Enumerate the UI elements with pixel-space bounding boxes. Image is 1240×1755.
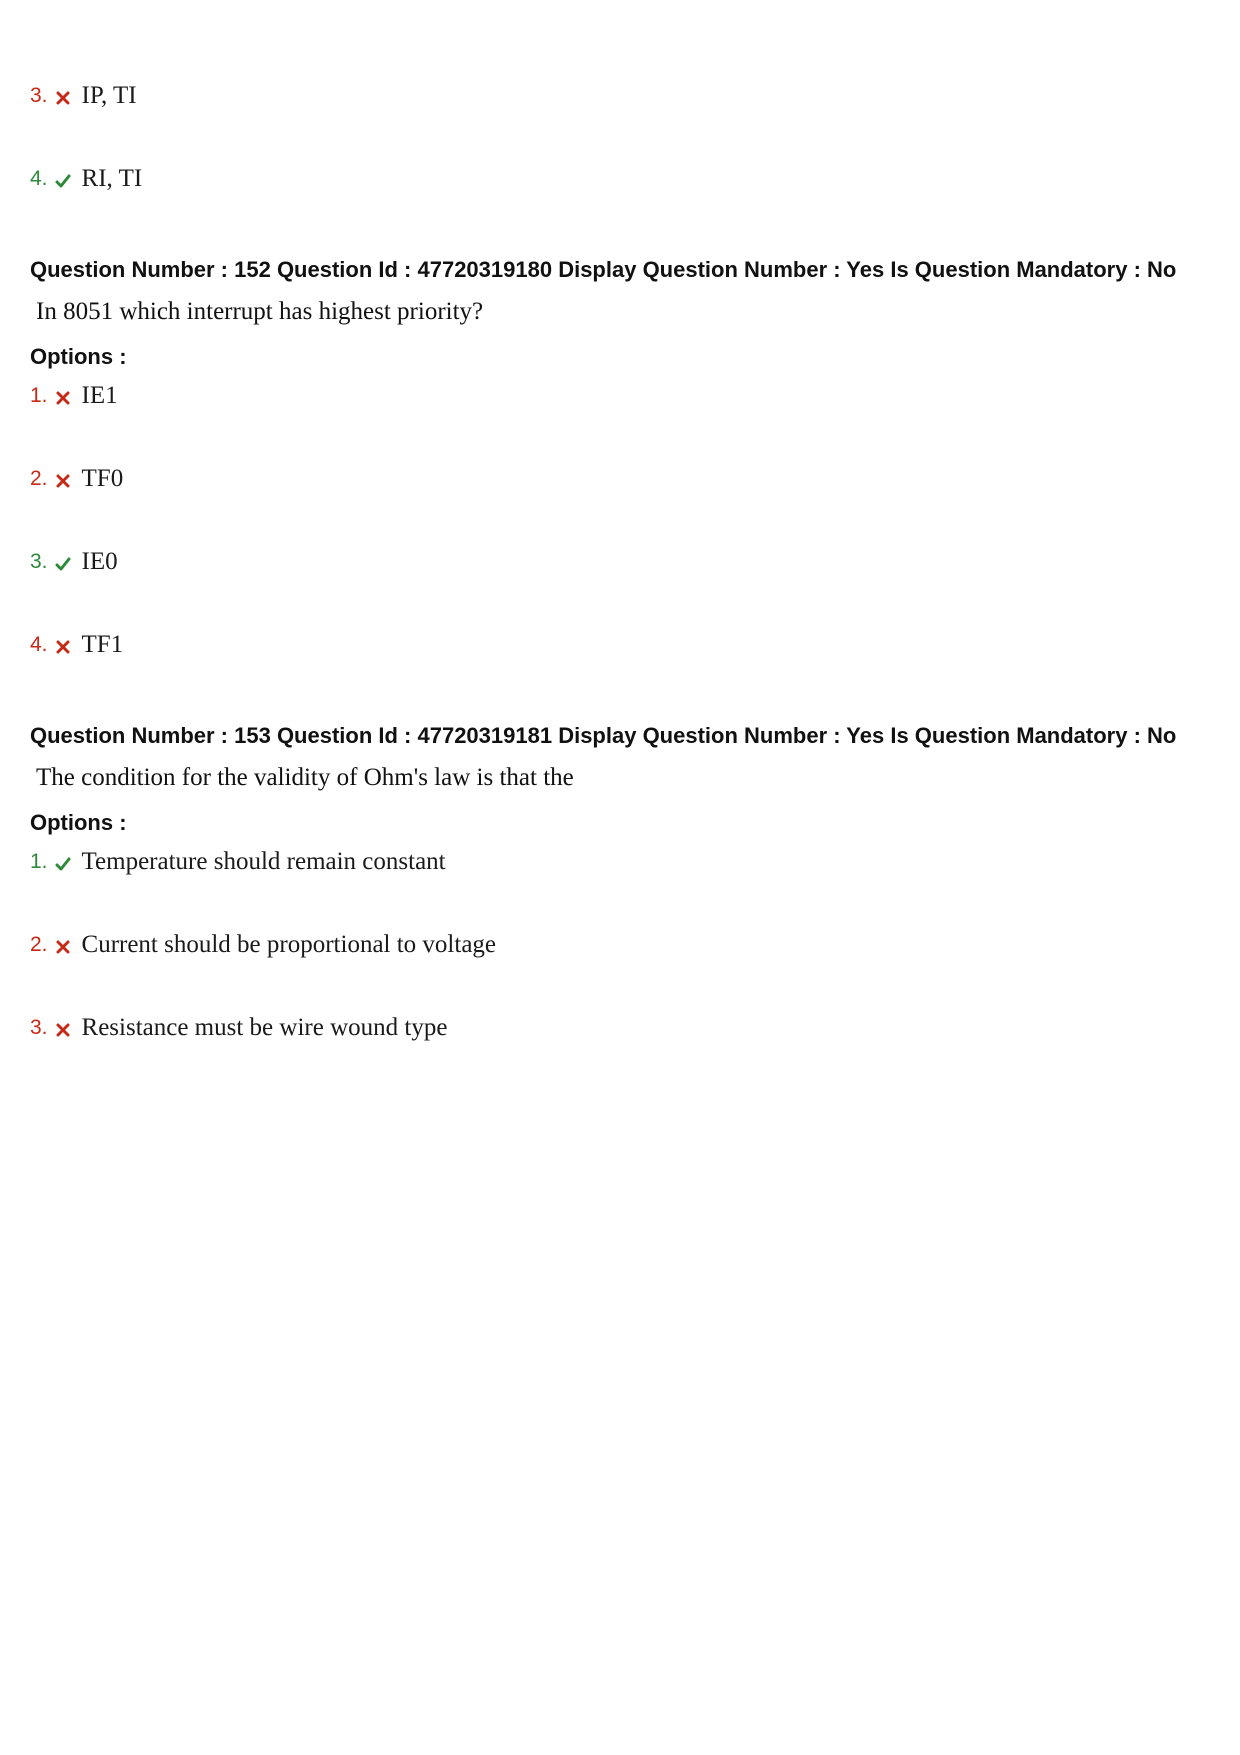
option-row: 2. TF0 [30, 465, 1210, 493]
option-text: TF1 [82, 631, 124, 659]
option-text: IE1 [82, 382, 118, 410]
option-row: 1. Temperature should remain constant [30, 848, 1210, 876]
option-text: Temperature should remain constant [82, 848, 446, 876]
option-number: 3. [30, 84, 48, 110]
option-number: 4. [30, 167, 48, 193]
cross-icon [54, 89, 72, 110]
check-icon [54, 555, 72, 576]
option-number: 3. [30, 1016, 48, 1042]
option-row: 4. TF1 [30, 631, 1210, 659]
options-label: Options : [30, 810, 1210, 836]
option-row: 2. Current should be proportional to vol… [30, 931, 1210, 959]
cross-icon [54, 1021, 72, 1042]
option-row: 3. IE0 [30, 548, 1210, 576]
option-text: Current should be proportional to voltag… [82, 931, 497, 959]
option-text: IE0 [82, 548, 118, 576]
option-number: 4. [30, 633, 48, 659]
check-icon [54, 172, 72, 193]
option-number: 1. [30, 850, 48, 876]
option-text: TF0 [82, 465, 124, 493]
option-text: RI, TI [82, 165, 143, 193]
check-icon [54, 855, 72, 876]
option-number: 2. [30, 933, 48, 959]
cross-icon [54, 389, 72, 410]
option-text: IP, TI [82, 82, 137, 110]
prev-question-options-tail: 3. IP, TI 4. RI, TI [30, 82, 1210, 193]
question-body: The condition for the validity of Ohm's … [36, 764, 1210, 792]
question-body: In 8051 which interrupt has highest prio… [36, 298, 1210, 326]
option-row: 3. IP, TI [30, 82, 1210, 110]
question-header: Question Number : 153 Question Id : 4772… [30, 714, 1210, 758]
question-153: Question Number : 153 Question Id : 4772… [30, 714, 1210, 1042]
option-row: 3. Resistance must be wire wound type [30, 1014, 1210, 1042]
cross-icon [54, 472, 72, 493]
cross-icon [54, 638, 72, 659]
question-152: Question Number : 152 Question Id : 4772… [30, 248, 1210, 659]
option-text: Resistance must be wire wound type [82, 1014, 448, 1042]
cross-icon [54, 938, 72, 959]
option-row: 4. RI, TI [30, 165, 1210, 193]
option-row: 1. IE1 [30, 382, 1210, 410]
option-number: 1. [30, 384, 48, 410]
options-label: Options : [30, 344, 1210, 370]
option-number: 2. [30, 467, 48, 493]
question-header: Question Number : 152 Question Id : 4772… [30, 248, 1210, 292]
option-number: 3. [30, 550, 48, 576]
